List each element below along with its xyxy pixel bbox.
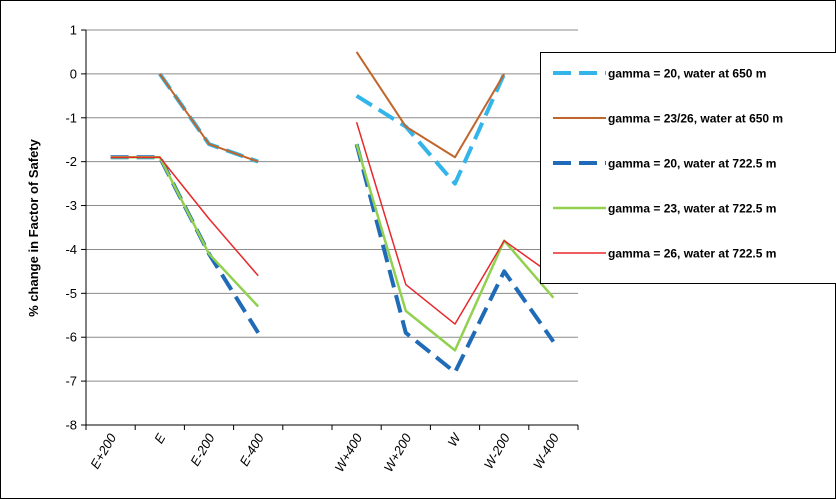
legend-label: gamma = 20, water at 650 m	[608, 67, 766, 81]
y-tick-label: -8	[65, 418, 77, 433]
y-tick-label: -6	[65, 330, 77, 345]
series-line	[110, 121, 554, 325]
y-tick-label: -7	[65, 374, 77, 389]
y-tick-label: 0	[70, 66, 77, 81]
y-tick-label: -5	[65, 286, 77, 301]
y-tick-label: -4	[65, 242, 77, 257]
series-line	[158, 51, 506, 163]
series-line	[110, 143, 556, 375]
y-tick-label: 1	[70, 23, 77, 38]
y-tick-label: -2	[65, 154, 77, 169]
legend-label: gamma = 20, water at 722.5 m	[608, 157, 776, 171]
legend-box	[540, 52, 836, 284]
y-tick-label: -1	[65, 110, 77, 125]
y-axis-label: % change in Factor of Safety	[26, 138, 41, 316]
legend-label: gamma = 23/26, water at 650 m	[608, 112, 783, 126]
y-tick-label: -3	[65, 198, 77, 213]
legend-label: gamma = 23, water at 722.5 m	[608, 202, 776, 216]
legend-label: gamma = 26, water at 722.5 m	[608, 247, 776, 261]
